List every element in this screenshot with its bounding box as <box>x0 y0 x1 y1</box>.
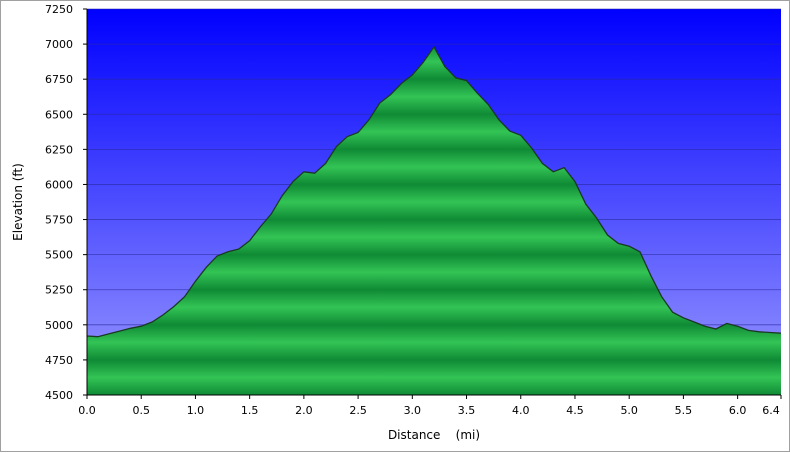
elevation-line <box>86 45 782 338</box>
y-tick-label: 7250 <box>45 3 73 16</box>
x-tick-label: 0.5 <box>132 404 150 417</box>
y-tick-label: 5750 <box>45 214 73 227</box>
y-tick-label: 5500 <box>45 249 73 262</box>
elevation-area <box>87 46 781 396</box>
x-tick-label: 2.5 <box>349 404 367 417</box>
x-tick-label: 3.5 <box>458 404 476 417</box>
y-tick-label: 7000 <box>45 38 73 51</box>
y-tick-label: 4500 <box>45 389 73 402</box>
x-tick-label: 0.0 <box>78 404 96 417</box>
y-axis-title: Elevation (ft) <box>11 163 25 241</box>
y-tick-label: 6750 <box>45 73 73 86</box>
x-tick-label: 6.4 <box>762 404 780 417</box>
x-axis-title: Distance (mi) <box>388 428 480 442</box>
y-tick-label: 5250 <box>45 284 73 297</box>
y-tick-label: 6000 <box>45 178 73 191</box>
x-tick-label: 4.5 <box>566 404 584 417</box>
y-tick-label: 4750 <box>45 354 73 367</box>
y-axis-ticks: 4500 4750 5000 5250 5500 5750 6000 6250 6500 6750… <box>45 3 87 402</box>
x-tick-label: 4.0 <box>512 404 530 417</box>
x-tick-label: 2.0 <box>295 404 313 417</box>
y-tick-label: 6500 <box>45 108 73 121</box>
x-tick-label: 1.0 <box>187 404 205 417</box>
x-tick-label: 3.0 <box>404 404 422 417</box>
x-tick-label: 5.0 <box>620 404 638 417</box>
x-tick-label: 6.0 <box>729 404 747 417</box>
y-tick-label: 5000 <box>45 319 73 332</box>
x-tick-label: 1.5 <box>241 404 259 417</box>
x-axis-ticks: 0.0 0.5 1.0 1.5 2.0 2.5 3.0 3.5 4.0 4.5 5.0 5.5 6.0 6… <box>78 395 782 417</box>
x-tick-label: 5.5 <box>675 404 693 417</box>
y-tick-label: 6250 <box>45 143 73 156</box>
